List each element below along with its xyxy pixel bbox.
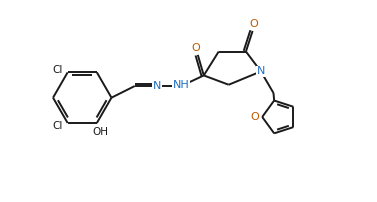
Text: N: N [257,66,266,76]
Text: Cl: Cl [52,65,63,75]
Text: O: O [250,19,259,29]
Text: O: O [251,112,259,122]
Text: N: N [153,81,161,91]
Text: OH: OH [93,127,109,137]
Text: O: O [192,43,201,53]
Text: Cl: Cl [52,121,63,131]
Text: NH: NH [173,80,190,90]
